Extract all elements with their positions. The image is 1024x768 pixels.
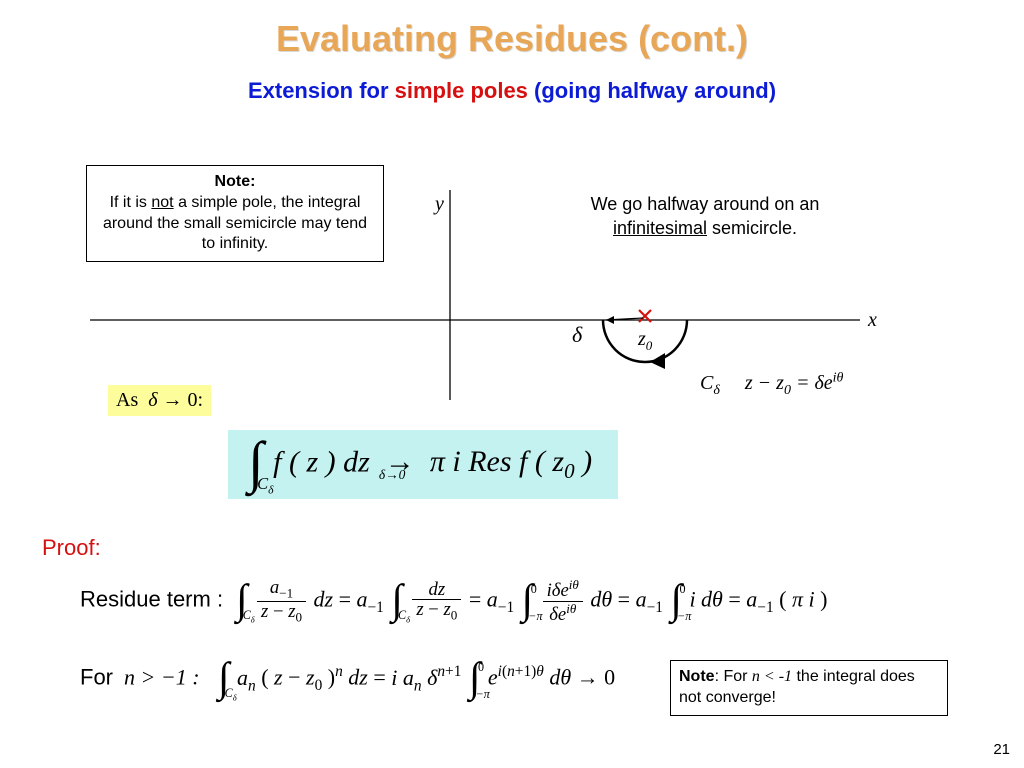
arc-arrowhead [650,353,665,369]
delta-label: δ [572,322,583,347]
residue-term-equation: Residue term : ∫Cδ a−1z − z0 dz = a−1 ∫C… [80,578,827,625]
subtitle: Extension for simple poles (going halfwa… [0,78,1024,104]
note-nonconverge: Note: For n < -1 the integral does not c… [670,660,948,716]
for-n-equation: For n > −1 : ∫Cδ an ( z − z0 )n dz = i a… [80,662,615,697]
proof-label: Proof: [42,535,101,561]
subtitle-part1: Extension for [248,78,395,103]
x-axis-label: x [867,309,877,331]
subtitle-part2: simple poles [395,78,528,103]
y-axis-label: y [433,193,444,215]
subtitle-part3: (going halfway around) [528,78,776,103]
page-number: 21 [993,741,1010,758]
contour-param: Cδ z − z0 = δeiθ [700,370,843,399]
main-equation: ∫Cδ f ( z ) dz →δ→0 π i Res f ( z0 ) [228,430,618,499]
as-delta-box: As δ → 0: [108,385,211,416]
z0-label: z0 [637,328,653,353]
page-title: Evaluating Residues (cont.) [0,0,1024,60]
